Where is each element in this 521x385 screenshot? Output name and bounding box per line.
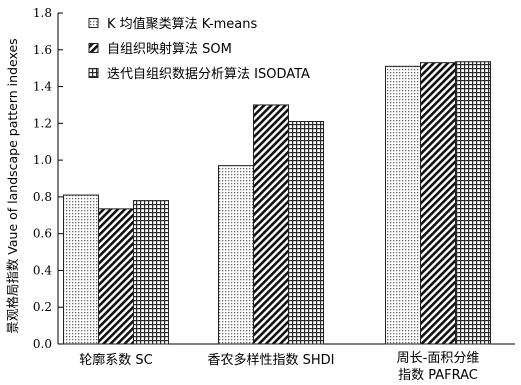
bar	[133, 200, 169, 345]
x-tick-label: 周长-面积分维	[397, 351, 480, 366]
y-tick-label: 0.0	[33, 337, 52, 351]
y-tick-label: 1.6	[33, 43, 52, 57]
bar	[253, 104, 289, 345]
bars	[63, 61, 491, 345]
legend: K 均值聚类算法 K-means 自组织映射算法 SOM 迭代自组织数据分析算法 I…	[88, 16, 310, 82]
bar	[385, 65, 421, 345]
bar	[218, 165, 254, 345]
y-tick-label: 1.4	[33, 80, 52, 94]
x-tick-label: 香农多样性指数 SHDI	[207, 352, 334, 368]
y-tick-label: 0.6	[33, 227, 52, 241]
y-tick-label: 1.8	[33, 6, 52, 20]
y-tick-label: 0.2	[33, 300, 52, 314]
y-axis-label: 景观格局指数 Vaue of landscape pattern indexes	[5, 38, 20, 333]
bar	[63, 194, 99, 345]
bar	[288, 120, 324, 345]
y-tick-label: 0.4	[33, 263, 52, 277]
legend-label: K 均值聚类算法 K-means	[107, 16, 258, 32]
legend-swatch	[88, 68, 99, 78]
legend-label: 迭代自组织数据分析算法 ISODATA	[107, 67, 310, 82]
legend-swatch	[88, 43, 99, 53]
bar	[98, 208, 134, 345]
y-tick-label: 0.8	[33, 190, 52, 204]
bar	[420, 62, 456, 345]
y-axis-label-group: 景观格局指数 Vaue of landscape pattern indexes	[5, 38, 20, 333]
y-tick-label: 1.0	[33, 153, 52, 167]
x-tick-label: 指数 PAFRAC	[398, 368, 478, 383]
bar	[455, 61, 491, 345]
y-tick-label: 1.2	[33, 116, 52, 130]
legend-label: 自组织映射算法 SOM	[107, 41, 232, 57]
y-ticks: 0.0 0.2 0.4 0.6 0.8 1.0 1.2 1.4 1.6 1.8	[33, 6, 63, 351]
legend-swatch	[88, 18, 99, 28]
x-tick-label: 轮廓系数 SC	[79, 352, 152, 368]
